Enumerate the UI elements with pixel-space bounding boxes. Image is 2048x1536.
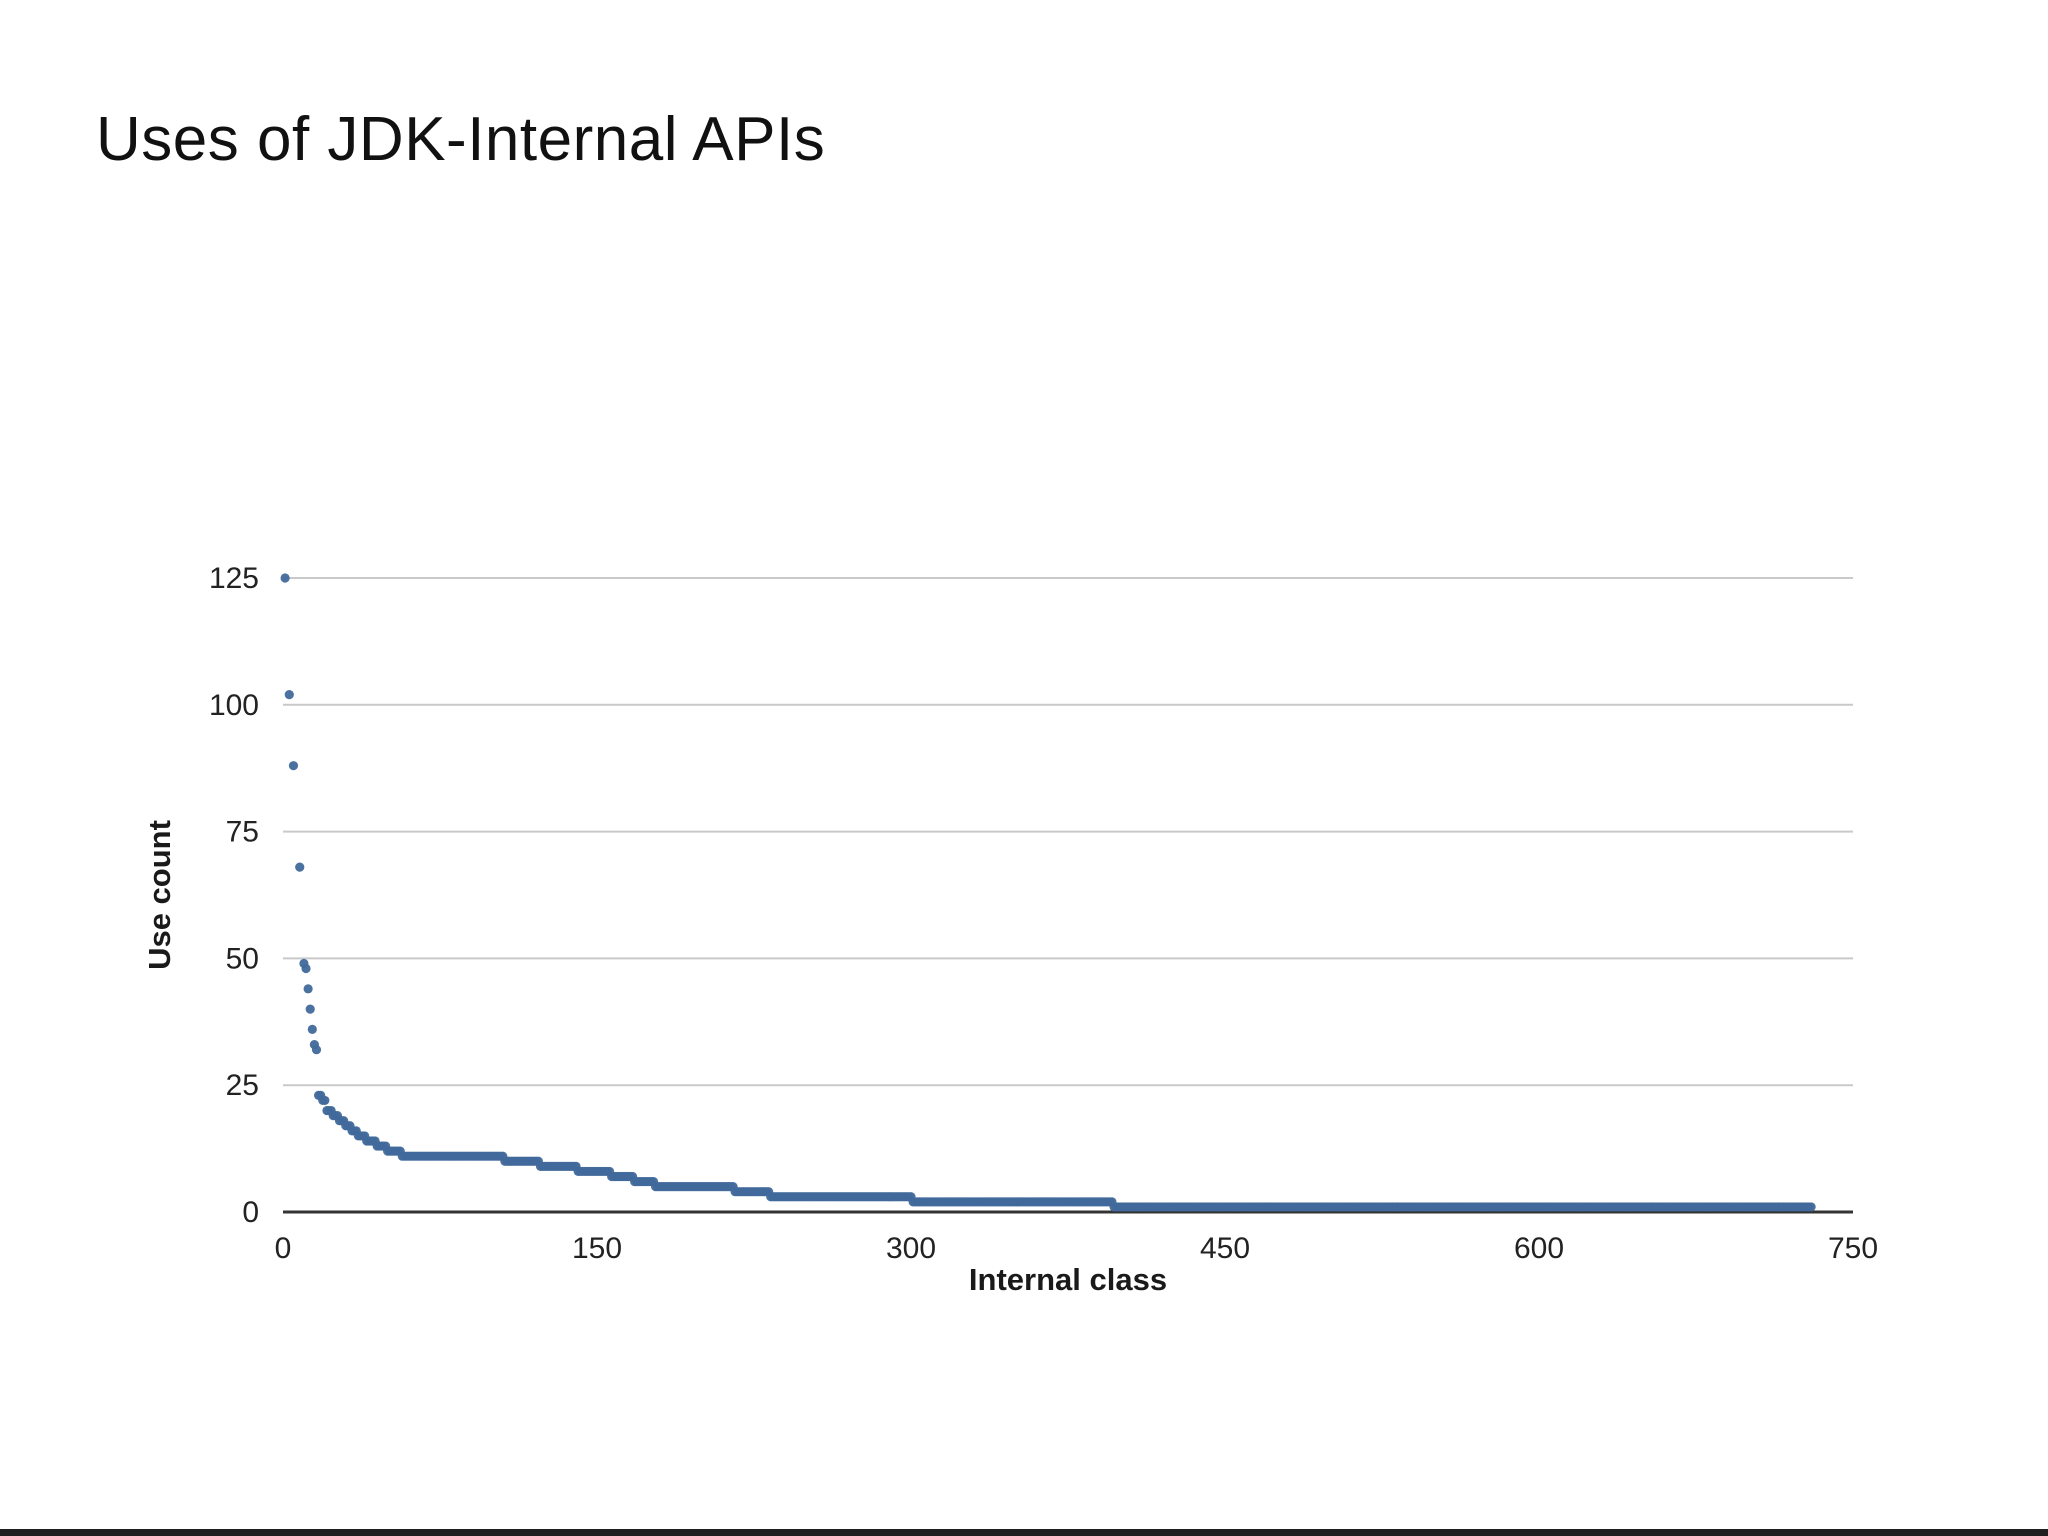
x-tick-label: 600 [1514,1232,1564,1265]
data-point [320,1095,330,1106]
data-point [307,1024,317,1035]
data-point [284,690,294,700]
data-point [295,862,305,872]
gridlines-layer [283,577,1853,1087]
data-points-layer [280,573,1816,1212]
data-point [1806,1202,1816,1212]
x-tick-label: 150 [572,1232,622,1265]
y-tick-label: 0 [242,1196,259,1229]
y-tick-label: 100 [209,689,259,722]
data-point [303,984,313,994]
data-point [311,1045,322,1055]
slide-title: Uses of JDK-Internal APIs [96,105,826,174]
data-point [305,1004,315,1014]
tick-labels-layer: 0 25 50 75 100 125 0 150 300 450 600 750 [209,562,1878,1265]
y-tick-label: 125 [209,562,259,595]
y-axis-title: Use count [142,820,177,970]
x-tick-label: 450 [1200,1232,1250,1265]
y-tick-label: 25 [226,1069,259,1102]
x-axis-title: Internal class [968,1262,1168,1297]
data-point [280,573,290,583]
data-point [301,963,311,974]
bottom-edge-bar [0,1529,2048,1536]
x-tick-label: 300 [886,1232,936,1265]
x-tick-label: 0 [275,1232,292,1265]
y-tick-label: 50 [226,942,259,975]
data-point [288,761,299,771]
x-tick-label: 750 [1828,1232,1878,1265]
y-tick-label: 75 [226,816,259,849]
